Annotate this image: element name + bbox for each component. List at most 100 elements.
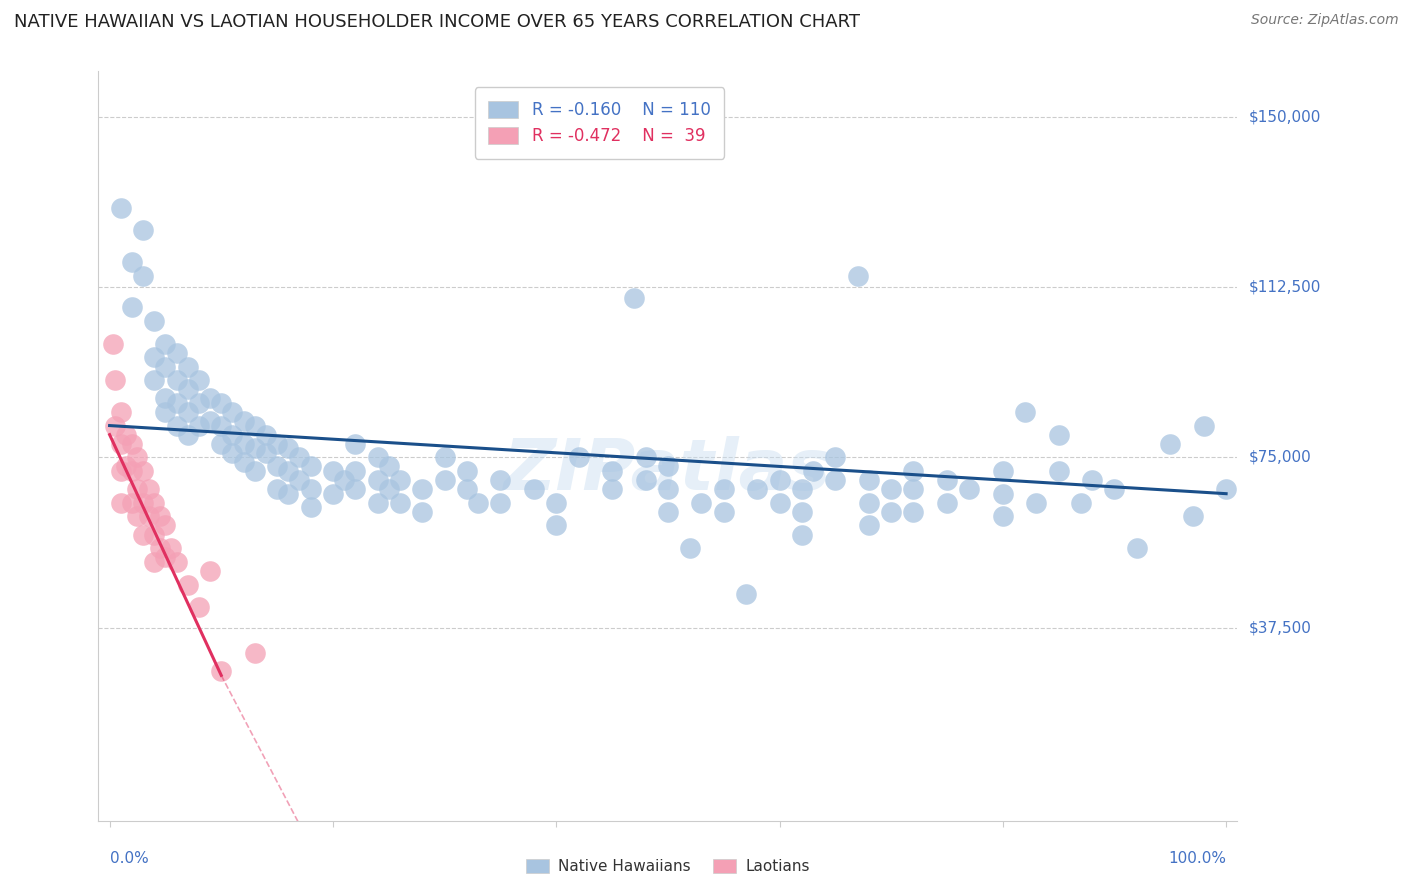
Point [1070,496,1092,510]
Point [288,473,311,487]
Point [166,346,188,360]
Point [690,496,713,510]
Point [344,436,367,450]
Point [110,436,132,450]
Point [411,505,433,519]
Point [127,509,149,524]
Point [344,464,367,478]
Point [411,482,433,496]
Point [177,405,200,419]
Text: $37,500: $37,500 [1249,620,1312,635]
Point [288,450,311,465]
Point [177,359,200,374]
Point [657,482,679,496]
Point [209,664,232,678]
Legend: Native Hawaiians, Laotians: Native Hawaiians, Laotians [520,853,815,880]
Point [768,473,790,487]
Point [634,473,657,487]
Point [299,459,322,474]
Point [489,473,512,487]
Point [903,505,925,519]
Point [121,496,143,510]
Point [801,464,824,478]
Point [277,442,299,456]
Point [243,442,266,456]
Point [127,450,149,465]
Point [166,418,188,433]
Point [1047,427,1070,442]
Point [880,505,903,519]
Point [936,473,959,487]
Point [1081,473,1104,487]
Point [155,392,177,406]
Point [121,464,143,478]
Point [221,405,243,419]
Point [322,464,344,478]
Point [254,427,277,442]
Point [367,496,389,510]
Point [198,414,221,428]
Point [149,541,172,556]
Point [266,436,288,450]
Point [232,436,254,450]
Point [177,427,200,442]
Point [679,541,702,556]
Point [243,418,266,433]
Point [546,496,568,510]
Point [1192,418,1215,433]
Text: 0.0%: 0.0% [110,851,149,866]
Point [160,541,183,556]
Point [991,464,1014,478]
Point [858,518,880,533]
Text: ZIPatlas: ZIPatlas [505,436,831,506]
Text: Source: ZipAtlas.com: Source: ZipAtlas.com [1251,13,1399,28]
Point [1181,509,1204,524]
Point [166,396,188,410]
Point [143,373,166,387]
Point [277,486,299,500]
Point [858,473,880,487]
Point [299,500,322,515]
Point [221,427,243,442]
Point [266,482,288,496]
Point [143,314,166,328]
Point [600,464,623,478]
Point [747,482,769,496]
Point [388,473,411,487]
Point [121,436,143,450]
Point [221,446,243,460]
Point [187,373,209,387]
Point [110,201,132,215]
Point [132,496,155,510]
Point [143,351,166,365]
Point [138,482,160,496]
Point [467,496,489,510]
Point [155,550,177,565]
Point [110,405,132,419]
Point [132,527,155,541]
Point [155,405,177,419]
Point [121,301,143,315]
Point [377,459,399,474]
Point [388,496,411,510]
Point [489,496,512,510]
Point [232,414,254,428]
Point [567,450,589,465]
Point [254,446,277,460]
Point [277,464,299,478]
Point [110,464,132,478]
Point [299,482,322,496]
Point [634,450,657,465]
Point [1047,464,1070,478]
Point [132,464,155,478]
Point [187,418,209,433]
Point [657,505,679,519]
Point [101,336,124,351]
Point [121,255,143,269]
Text: $112,500: $112,500 [1249,279,1320,294]
Point [957,482,980,496]
Point [1014,405,1036,419]
Point [127,482,149,496]
Point [155,518,177,533]
Point [858,496,880,510]
